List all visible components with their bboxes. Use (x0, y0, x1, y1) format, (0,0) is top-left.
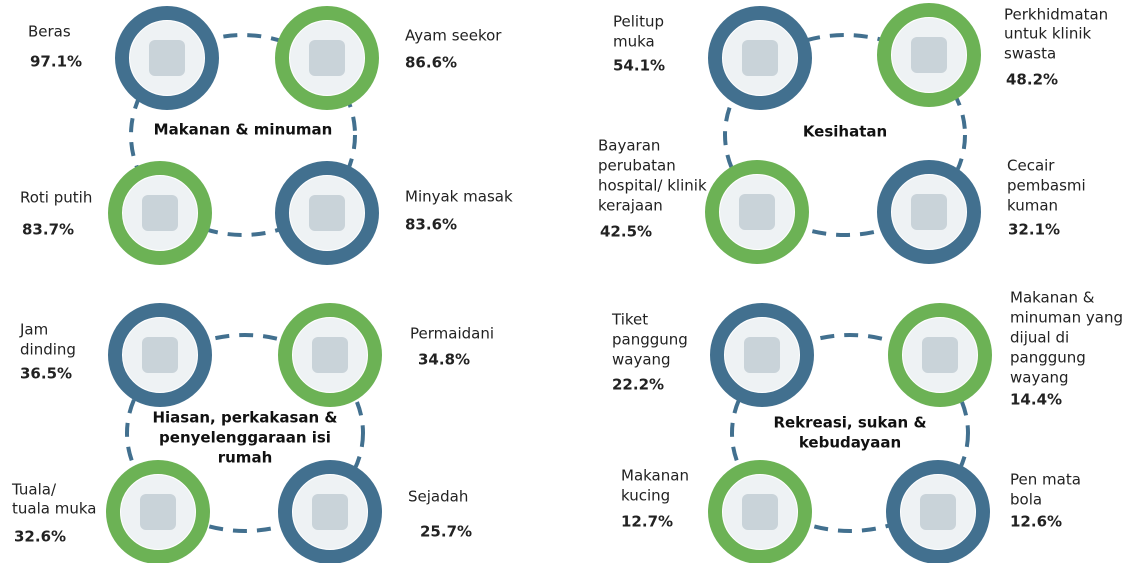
item-icon (140, 494, 176, 530)
item-label: wayang (612, 351, 671, 369)
item-label: Minyak masak (405, 188, 513, 206)
item-label: wayang (1010, 369, 1069, 387)
item-icon (911, 37, 947, 73)
item-label: kerajaan (598, 197, 663, 215)
item-value: 83.6% (405, 216, 457, 234)
item-label: Bayaran (598, 137, 660, 155)
item-label: Cecair (1007, 157, 1055, 175)
item-icon (911, 194, 947, 230)
item-icon (309, 195, 345, 231)
item-label: Makanan (621, 467, 689, 485)
item-label: Pen mata (1010, 471, 1081, 489)
item-icon (312, 337, 348, 373)
item-label: Tuala/ (11, 481, 57, 499)
item-label: Roti putih (20, 189, 92, 207)
item-label: minuman yang (1010, 309, 1123, 327)
group-title: Kesihatan (803, 123, 887, 141)
item-label: swasta (1004, 45, 1056, 63)
item-label: bola (1010, 491, 1042, 509)
item-value: 12.7% (621, 513, 673, 531)
item-label: tuala muka (12, 500, 96, 518)
group-title: Makanan & minuman (154, 121, 333, 139)
item-icon (739, 194, 775, 230)
item-value: 86.6% (405, 54, 457, 72)
item-icon (142, 195, 178, 231)
group-title: kebudayaan (799, 434, 901, 452)
item-value: 14.4% (1010, 391, 1062, 409)
item-icon (149, 40, 185, 76)
item-icon (742, 494, 778, 530)
item-icon (744, 337, 780, 373)
group-title: rumah (218, 449, 273, 467)
item-value: 25.7% (420, 523, 472, 541)
item-label: Pelitup (613, 13, 664, 31)
item-label: Ayam seekor (405, 27, 502, 45)
item-value: 12.6% (1010, 513, 1062, 531)
item-label: panggung (612, 331, 688, 349)
group-title: penyelenggaraan isi (159, 429, 331, 447)
infographic: Makanan & minuman Beras 97.1% Ayam seekor 86… (0, 0, 1141, 563)
item-label: dijual di (1010, 329, 1069, 347)
item-value: 32.6% (14, 528, 66, 546)
item-icon (142, 337, 178, 373)
item-label: pembasmi (1007, 177, 1086, 195)
item-value: 22.2% (612, 376, 664, 394)
item-icon (922, 337, 958, 373)
item-value: 48.2% (1006, 71, 1058, 89)
item-value: 54.1% (613, 57, 665, 75)
item-value: 42.5% (600, 223, 652, 241)
item-label: kucing (621, 487, 670, 505)
item-value: 36.5% (20, 365, 72, 383)
item-label: hospital/ klinik (598, 177, 707, 195)
item-label: Tiket (611, 311, 648, 329)
item-value: 32.1% (1008, 221, 1060, 239)
item-value: 97.1% (30, 53, 82, 71)
item-label: Permaidani (410, 325, 494, 343)
item-label: perubatan (598, 157, 676, 175)
group-title: Hiasan, perkakasan & (152, 409, 337, 427)
item-label: muka (613, 33, 655, 51)
item-label: untuk klinik (1004, 25, 1092, 43)
item-icon (920, 494, 956, 530)
item-label: Beras (28, 23, 71, 41)
item-label: Perkhidmatan (1004, 6, 1108, 24)
item-value: 83.7% (22, 221, 74, 239)
item-label: Makanan & (1010, 289, 1095, 307)
group-title: Rekreasi, sukan & (773, 414, 926, 432)
item-label: dinding (20, 341, 76, 359)
item-icon (312, 494, 348, 530)
item-icon (309, 40, 345, 76)
item-value: 34.8% (418, 351, 470, 369)
item-label: Sejadah (408, 488, 468, 506)
item-icon (742, 40, 778, 76)
item-label: kuman (1007, 197, 1058, 215)
item-label: Jam (19, 321, 48, 339)
item-label: panggung (1010, 349, 1086, 367)
